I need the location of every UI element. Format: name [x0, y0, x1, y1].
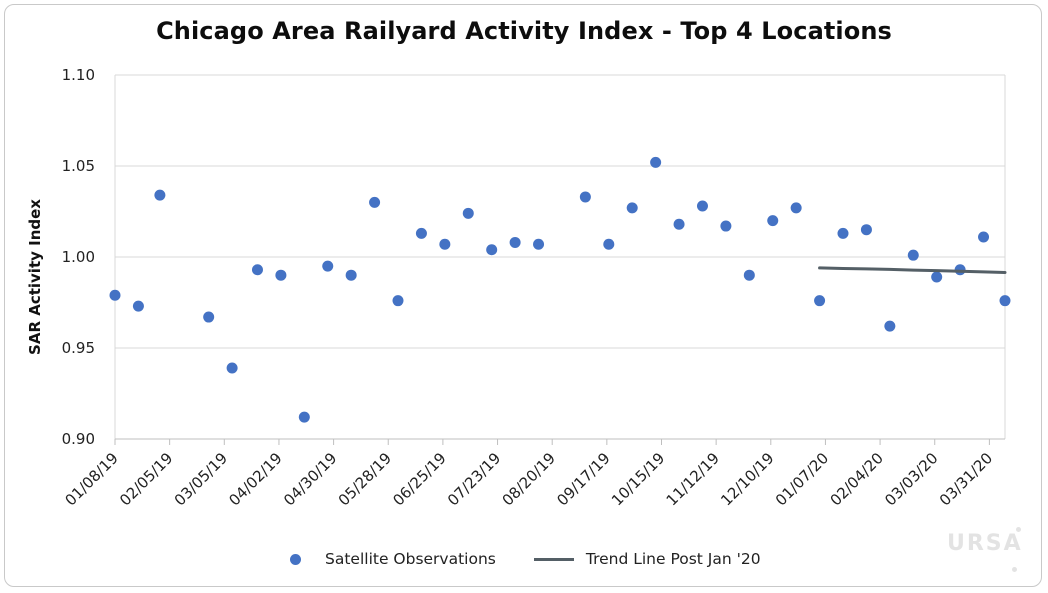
data-series: [109, 156, 1011, 423]
data-point: [154, 189, 166, 201]
data-point: [837, 227, 849, 239]
data-point: [884, 320, 896, 332]
data-point: [603, 238, 615, 250]
data-point: [415, 227, 427, 239]
data-point: [696, 200, 708, 212]
y-tick-label: 1.00: [62, 248, 95, 266]
legend-item-satellite: Satellite Observations: [290, 550, 496, 568]
data-point: [626, 202, 638, 214]
x-tick-label: 04/02/19: [225, 449, 285, 509]
trend-line: [818, 266, 1007, 274]
y-tick-labels: 0.90 0.95 1.00 1.05 1.10: [62, 66, 95, 448]
x-tick-label: 10/15/19: [608, 449, 668, 509]
x-tick-label: 07/23/19: [444, 449, 504, 509]
data-point: [369, 196, 381, 208]
axes: [114, 75, 1006, 445]
data-point: [767, 215, 779, 227]
data-point: [533, 238, 545, 250]
legend-item-trend: Trend Line Post Jan '20: [533, 550, 761, 568]
data-point: [931, 271, 943, 283]
x-tick-label: 06/25/19: [389, 449, 449, 509]
data-point: [226, 362, 238, 374]
chart-title: Chicago Area Railyard Activity Index - T…: [156, 17, 892, 45]
y-tick-label: 0.95: [62, 339, 95, 357]
x-tick-label: 09/17/19: [553, 449, 613, 509]
legend-label-trend: Trend Line Post Jan '20: [585, 550, 761, 568]
data-point: [462, 207, 474, 219]
data-point: [203, 311, 215, 323]
data-point: [720, 220, 732, 232]
data-point: [322, 260, 334, 272]
data-point: [509, 236, 521, 248]
data-point: [579, 191, 591, 203]
data-point: [439, 238, 451, 250]
data-point: [907, 249, 919, 261]
x-tick-label: 05/28/19: [335, 449, 395, 509]
data-point: [392, 295, 404, 307]
data-point: [673, 218, 685, 230]
x-tick-label: 03/05/19: [171, 449, 231, 509]
data-point: [132, 300, 144, 312]
data-point: [743, 269, 755, 281]
legend-dot-icon: [290, 553, 301, 565]
data-point: [814, 295, 826, 307]
x-tick-label: 08/20/19: [499, 449, 559, 509]
data-point: [345, 269, 357, 281]
data-point: [109, 289, 121, 301]
y-tick-label: 1.05: [62, 157, 95, 175]
x-tick-label: 02/04/20: [827, 449, 887, 509]
data-point: [999, 295, 1011, 307]
data-point: [275, 269, 287, 281]
legend-line-icon: [533, 557, 574, 561]
x-tick-label: 03/03/20: [881, 449, 941, 509]
x-tick-label: 12/10/19: [717, 449, 777, 509]
data-point: [251, 264, 263, 276]
data-point: [486, 244, 498, 256]
chart-frame: [4, 4, 1042, 587]
x-tick-label: 11/12/19: [663, 449, 723, 509]
gridlines: [115, 74, 1005, 349]
x-tick-label: 02/05/19: [116, 449, 176, 509]
logo-dot-icon: [1016, 527, 1021, 532]
data-point: [860, 224, 872, 236]
data-point: [650, 156, 662, 168]
y-tick-label: 0.90: [62, 430, 95, 448]
data-point: [298, 411, 310, 423]
y-axis-label: SAR Activity Index: [26, 199, 44, 355]
logo-dot-icon: [1012, 567, 1017, 572]
ursa-logo: URSA: [947, 531, 1023, 556]
x-tick-label: 01/07/20: [772, 449, 832, 509]
x-tick-label: 03/31/20: [936, 449, 996, 509]
data-point: [978, 231, 990, 243]
legend-label-satellite: Satellite Observations: [325, 550, 496, 568]
y-tick-label: 1.10: [62, 66, 95, 84]
x-tick-label: 01/08/19: [61, 449, 121, 509]
x-tick-label: 04/30/19: [280, 449, 340, 509]
x-tick-labels: 01/08/1902/05/1903/05/1904/02/1904/30/19…: [61, 449, 996, 509]
data-point: [790, 202, 802, 214]
ursa-logo-text: URSA: [947, 531, 1023, 556]
legend: Satellite Observations Trend Line Post J…: [290, 547, 799, 571]
